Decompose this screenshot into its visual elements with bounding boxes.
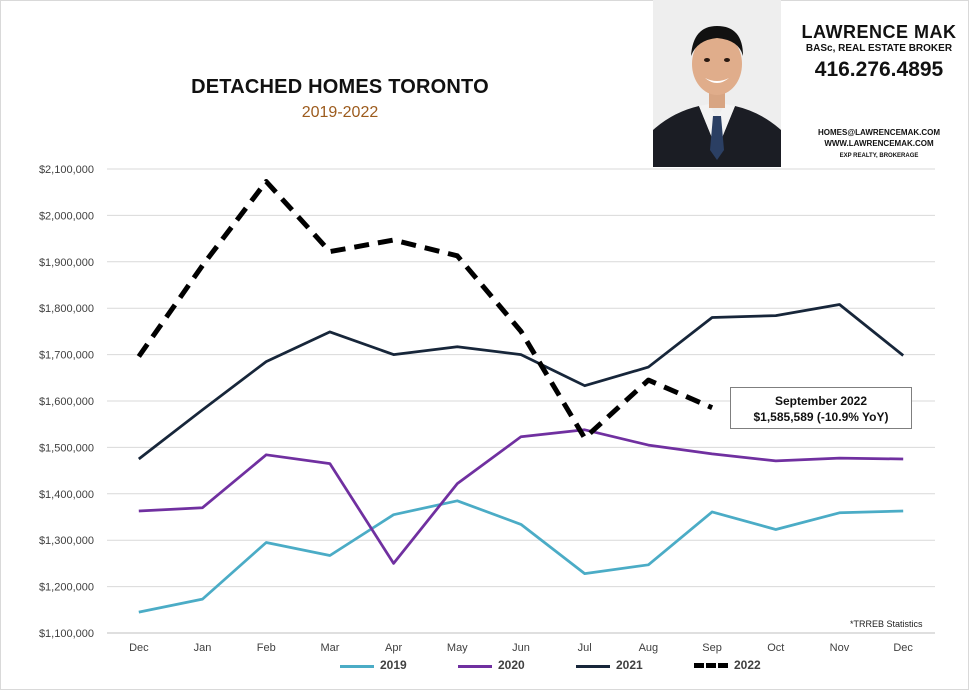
legend-swatch <box>576 665 610 668</box>
chart-title: DETACHED HOMES TORONTO <box>191 76 489 98</box>
y-tick-label: $1,200,000 <box>39 582 94 594</box>
x-axis-tick-labels: Dec Jan Feb Mar Apr May Jun Jul Aug Sep Oct Nov Dec <box>129 642 913 654</box>
callout-value: $1,585,589 (-10.9% YoY) <box>753 410 889 424</box>
legend-label: 2019 <box>380 658 407 672</box>
legend-swatch <box>458 665 492 668</box>
y-tick-label: $2,100,000 <box>39 164 94 176</box>
agent-brokerage: EXP REALTY, BROKERAGE <box>839 153 919 159</box>
x-tick-label: Jul <box>578 642 592 654</box>
legend-label: 2021 <box>616 658 643 672</box>
source-note: *TRREB Statistics <box>850 619 923 629</box>
agent-photo <box>653 0 781 167</box>
agent-portrait-image <box>653 0 781 167</box>
legend-label: 2020 <box>498 658 525 672</box>
y-tick-label: $1,400,000 <box>39 489 94 501</box>
y-tick-label: $1,700,000 <box>39 350 94 362</box>
agent-credentials: BASc, REAL ESTATE BROKER <box>805 43 953 54</box>
x-tick-label: Dec <box>129 642 149 654</box>
legend-swatch <box>340 665 374 668</box>
agent-email: HOMES@LAWRENCEMAK.COM <box>817 128 941 137</box>
series-line-2022 <box>136 179 714 441</box>
y-axis-tick-labels: $1,100,000 $1,200,000 $1,300,000 $1,400,000… <box>39 164 94 640</box>
callout-title: September 2022 <box>774 394 868 408</box>
legend-label: 2022 <box>734 658 761 672</box>
x-tick-label: Dec <box>893 642 913 654</box>
y-tick-label: $1,100,000 <box>39 628 94 640</box>
y-tick-label: $2,000,000 <box>39 210 94 222</box>
x-tick-label: Apr <box>385 642 402 654</box>
x-tick-label: Jan <box>194 642 212 654</box>
y-tick-label: $1,300,000 <box>39 535 94 547</box>
chart-subtitle: 2019-2022 <box>301 104 379 121</box>
x-tick-label: Oct <box>767 642 784 654</box>
y-tick-label: $1,500,000 <box>39 442 94 454</box>
x-tick-label: Nov <box>830 642 850 654</box>
september-2022-callout: September 2022 $1,585,589 (-10.9% YoY) <box>730 387 912 429</box>
agent-phone: 416.276.4895 <box>814 58 944 81</box>
x-tick-label: Sep <box>702 642 722 654</box>
x-tick-label: Jun <box>512 642 530 654</box>
series-lines <box>136 179 905 614</box>
gridlines <box>107 168 935 634</box>
x-tick-label: Feb <box>257 642 276 654</box>
series-line-2021 <box>137 303 905 461</box>
x-tick-label: Aug <box>639 642 659 654</box>
y-tick-label: $1,900,000 <box>39 257 94 269</box>
agent-website: WWW.LAWRENCEMAK.COM <box>824 139 934 148</box>
y-tick-label: $1,600,000 <box>39 396 94 408</box>
legend-swatch <box>694 663 728 668</box>
x-tick-label: Mar <box>320 642 339 654</box>
agent-name: LAWRENCE MAK <box>801 22 957 42</box>
series-line-2020 <box>138 428 904 565</box>
series-line-2019 <box>138 499 904 614</box>
y-tick-label: $1,800,000 <box>39 303 94 315</box>
agent-info: LAWRENCE MAK BASc, REAL ESTATE BROKER 41… <box>790 0 968 180</box>
x-tick-label: May <box>447 642 468 654</box>
